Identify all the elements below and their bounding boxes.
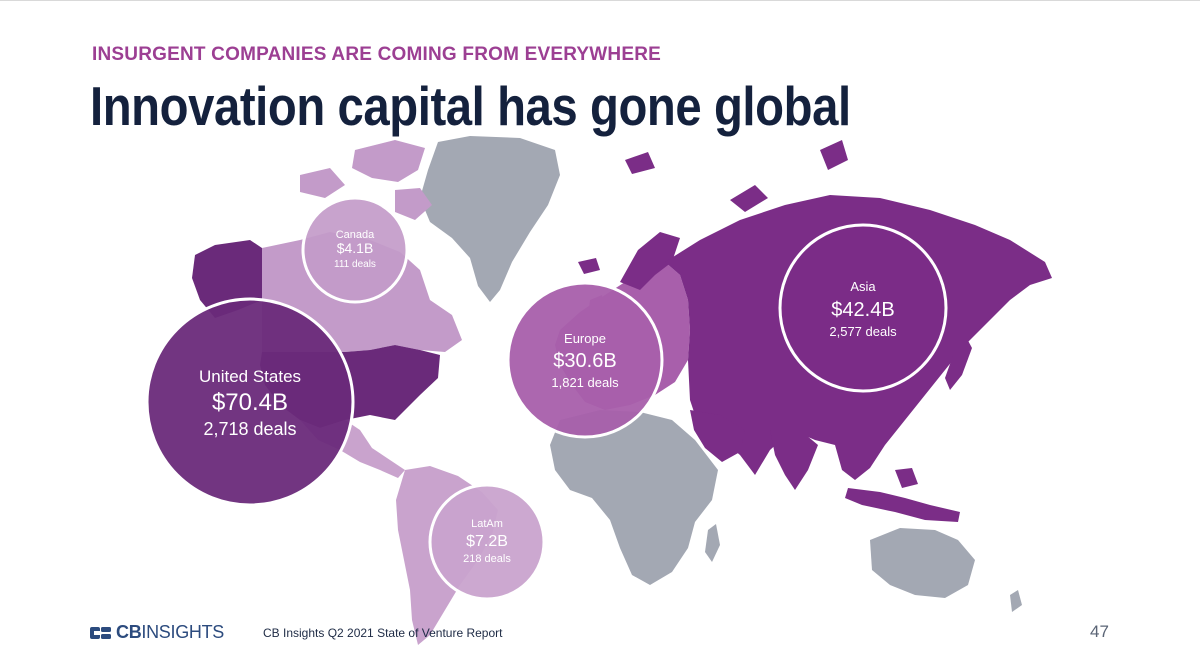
cb-insights-logo: CBINSIGHTS xyxy=(90,622,224,643)
bubble-asia-amount: $42.4B xyxy=(831,299,894,321)
russian-arctic-islands xyxy=(625,140,848,212)
bubble-europe-deals: 1,821 deals xyxy=(551,375,619,390)
arctic-islands xyxy=(300,140,432,220)
new-zealand-landmass xyxy=(1010,590,1022,612)
bubble-europe-amount: $30.6B xyxy=(553,350,616,372)
bubble-europe: Europe $30.6B 1,821 deals xyxy=(506,281,664,439)
bubble-canada-name: Canada xyxy=(336,229,375,241)
footer-source: CB Insights Q2 2021 State of Venture Rep… xyxy=(263,626,503,640)
greenland-landmass xyxy=(420,136,560,302)
arabia-landmass xyxy=(690,410,745,462)
bubble-latam-name: LatAm xyxy=(471,518,503,530)
japan-landmass xyxy=(945,335,972,390)
se-asia-islands xyxy=(845,468,960,522)
africa-landmass xyxy=(550,410,718,585)
bubble-asia: Asia $42.4B 2,577 deals xyxy=(778,223,948,393)
bubble-europe-name: Europe xyxy=(564,331,606,346)
bubble-asia-name: Asia xyxy=(850,279,876,294)
page-number: 47 xyxy=(1090,622,1109,641)
bubble-latam: LatAm $7.2B 218 deals xyxy=(428,483,546,601)
bubble-latam-amount: $7.2B xyxy=(466,533,508,550)
bubble-canada: Canada $4.1B 111 deals xyxy=(301,196,409,304)
logo-wordmark: CBINSIGHTS xyxy=(116,622,224,643)
bubble-us-amount: $70.4B xyxy=(212,389,288,416)
madagascar-landmass xyxy=(705,524,720,562)
australia-landmass xyxy=(870,528,975,598)
scandinavia-landmass xyxy=(620,232,680,290)
bubble-latam-deals: 218 deals xyxy=(463,553,511,565)
iceland-landmass xyxy=(578,258,600,274)
kicker-heading: INSURGENT COMPANIES ARE COMING FROM EVER… xyxy=(92,44,662,65)
bubble-us-deals: 2,718 deals xyxy=(203,419,296,439)
page-title: Innovation capital has gone global xyxy=(90,75,851,137)
bubble-asia-deals: 2,577 deals xyxy=(829,324,897,339)
top-divider xyxy=(0,0,1200,1)
cb-logo-icon xyxy=(90,626,111,639)
bubble-canada-deals: 111 deals xyxy=(334,259,376,270)
bubble-us-name: United States xyxy=(199,367,301,386)
bubble-united-states: United States $70.4B 2,718 deals xyxy=(145,297,355,507)
india-landmass xyxy=(770,430,818,490)
bubble-canada-amount: $4.1B xyxy=(337,240,374,256)
logo-text-light: INSIGHTS xyxy=(141,622,225,642)
logo-text-bold: CB xyxy=(116,622,142,642)
